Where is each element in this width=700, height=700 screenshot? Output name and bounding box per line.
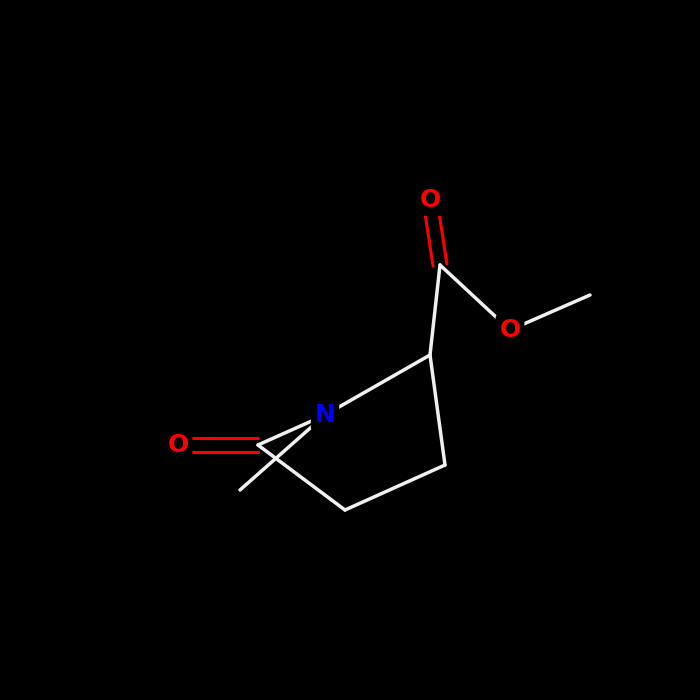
- Text: O: O: [167, 433, 188, 457]
- Text: O: O: [499, 318, 521, 342]
- Text: N: N: [314, 403, 335, 427]
- Text: O: O: [419, 188, 440, 212]
